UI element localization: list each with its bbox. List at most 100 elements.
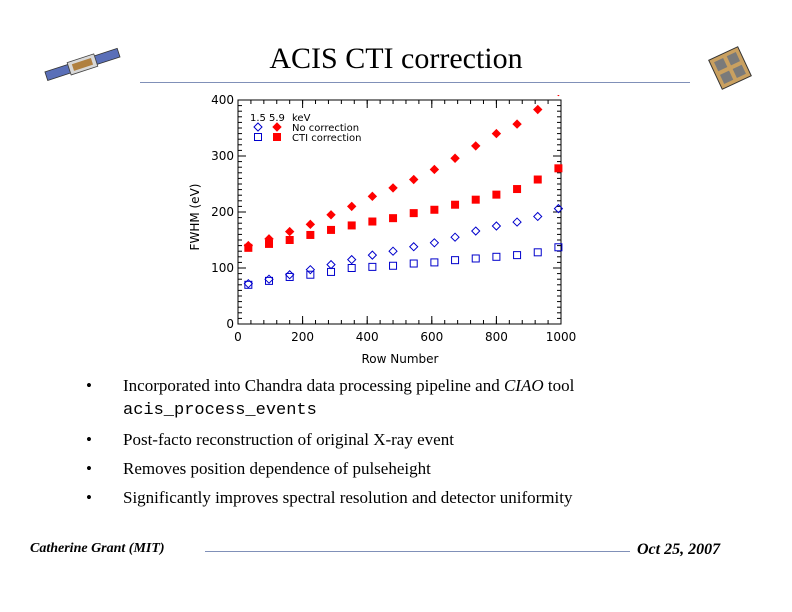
bullet-item: • Significantly improves spectral resolu… (86, 486, 766, 509)
x-tick-label: 600 (420, 330, 443, 344)
point-no-correction-low (429, 238, 440, 248)
point-cti-correction-low (554, 243, 563, 252)
title-divider (140, 82, 690, 83)
point-no-correction-low (264, 274, 274, 284)
y-tick-label: 0 (226, 317, 234, 331)
point-no-correction-high (346, 201, 357, 212)
bullet-emphasis: CIAO (503, 376, 544, 395)
x-tick-label: 200 (291, 330, 314, 344)
x-tick-label: 0 (234, 330, 242, 344)
point-cti-correction-high (244, 243, 253, 252)
y-tick-label: 200 (211, 205, 234, 219)
legend-energy-unit: keV (292, 113, 311, 124)
bullet-item: • Post-facto reconstruction of original … (86, 428, 766, 451)
bullet-marker: • (86, 430, 92, 449)
point-cti-correction-low (533, 248, 542, 257)
point-no-correction-low (284, 270, 295, 280)
bullet-item: • Incorporated into Chandra data process… (86, 374, 766, 422)
point-no-correction-low (326, 259, 336, 270)
point-cti-correction-high (533, 175, 542, 184)
y-axis-label: FWHM (eV) (188, 184, 202, 251)
point-cti-correction-high (451, 200, 460, 209)
point-no-correction-low (388, 246, 398, 256)
point-no-correction-high (512, 119, 522, 129)
point-cti-correction-low (368, 262, 377, 271)
legend-marker-no-correction-low (253, 122, 263, 132)
point-no-correction-low (367, 250, 378, 260)
point-cti-correction-high (430, 205, 439, 214)
point-cti-correction-low (513, 251, 522, 260)
point-cti-correction-low (244, 280, 253, 289)
point-no-correction-low (491, 221, 502, 231)
bullet-marker: • (86, 488, 92, 507)
slide-title: ACIS CTI correction (269, 42, 523, 75)
legend-marker-cti-correction-high (273, 133, 281, 141)
bullet-text: Post-facto reconstruction of original X-… (123, 430, 454, 449)
point-cti-correction-low (471, 254, 480, 263)
x-tick-label: 1000 (546, 330, 577, 344)
bullet-list: • Incorporated into Chandra data process… (86, 374, 766, 515)
point-no-correction-high (533, 104, 543, 115)
fwhm-vs-row-chart: 0 200 400 600 800 1000 0 100 200 300 400 Row Numbe… (188, 95, 577, 366)
point-no-correction-high (429, 164, 440, 175)
point-no-correction-low (553, 203, 564, 214)
point-cti-correction-high (347, 221, 356, 230)
legend-energy-high: 5.9 (269, 113, 285, 124)
point-cti-correction-high (327, 225, 336, 234)
bullet-marker: • (86, 376, 92, 395)
point-cti-correction-low (306, 270, 315, 279)
point-cti-correction-high (513, 185, 522, 194)
point-cti-correction-high (492, 190, 501, 199)
point-no-correction-low (533, 211, 543, 222)
chandra-satellite-logo (42, 38, 122, 88)
bullet-text: Removes position dependence of pulseheig… (123, 459, 431, 478)
point-no-correction-high (450, 153, 460, 163)
point-no-correction-high (367, 191, 378, 202)
point-no-correction-low (409, 242, 419, 252)
legend-label-cti-correction: CTI correction (292, 133, 361, 144)
point-no-correction-high (305, 219, 316, 230)
legend-energy-low: 1.5 (250, 113, 266, 124)
point-no-correction-high (388, 183, 398, 193)
footer-author: Catherine Grant (MIT) (30, 541, 165, 556)
bullet-text: tool (543, 376, 575, 395)
point-no-correction-low (450, 232, 460, 242)
bullet-marker: • (86, 459, 92, 478)
legend-marker-cti-correction-low (254, 133, 262, 141)
point-no-correction-high (326, 210, 336, 220)
footer-date: Oct 25, 2007 (637, 541, 721, 558)
y-tick-label: 100 (211, 261, 234, 275)
point-cti-correction-low (492, 252, 501, 261)
bullet-text: Significantly improves spectral resoluti… (123, 488, 573, 507)
point-cti-correction-low (430, 258, 439, 267)
plot-area-frame (237, 99, 562, 325)
x-tick-label: 400 (356, 330, 379, 344)
point-no-correction-high (491, 128, 502, 139)
point-no-correction-high (284, 226, 295, 237)
legend-marker-no-correction-high (272, 122, 282, 132)
legend-label-no-correction: No correction (292, 123, 359, 134)
bullet-item: • Removes position dependence of pulsehe… (86, 457, 766, 480)
point-no-correction-low (471, 226, 481, 236)
point-no-correction-high (471, 141, 481, 151)
point-cti-correction-high (265, 239, 274, 248)
y-tick-label: 400 (211, 95, 234, 107)
point-cti-correction-low (389, 261, 398, 270)
point-no-correction-low (305, 264, 316, 275)
point-cti-correction-high (368, 217, 377, 226)
footer-divider (205, 551, 630, 552)
point-cti-correction-low (347, 264, 356, 272)
x-tick-label: 800 (485, 330, 508, 344)
point-cti-correction-low (409, 259, 418, 268)
x-axis-label: Row Number (362, 352, 439, 366)
point-cti-correction-low (265, 276, 274, 285)
point-cti-correction-high (554, 164, 563, 173)
point-cti-correction-low (451, 256, 460, 265)
point-cti-correction-high (389, 214, 398, 223)
point-no-correction-high (409, 174, 419, 185)
point-no-correction-high (557, 95, 560, 97)
acis-instrument-logo (706, 42, 754, 94)
point-cti-correction-low (285, 272, 294, 281)
y-tick-label: 300 (211, 149, 234, 163)
point-cti-correction-high (285, 236, 294, 244)
